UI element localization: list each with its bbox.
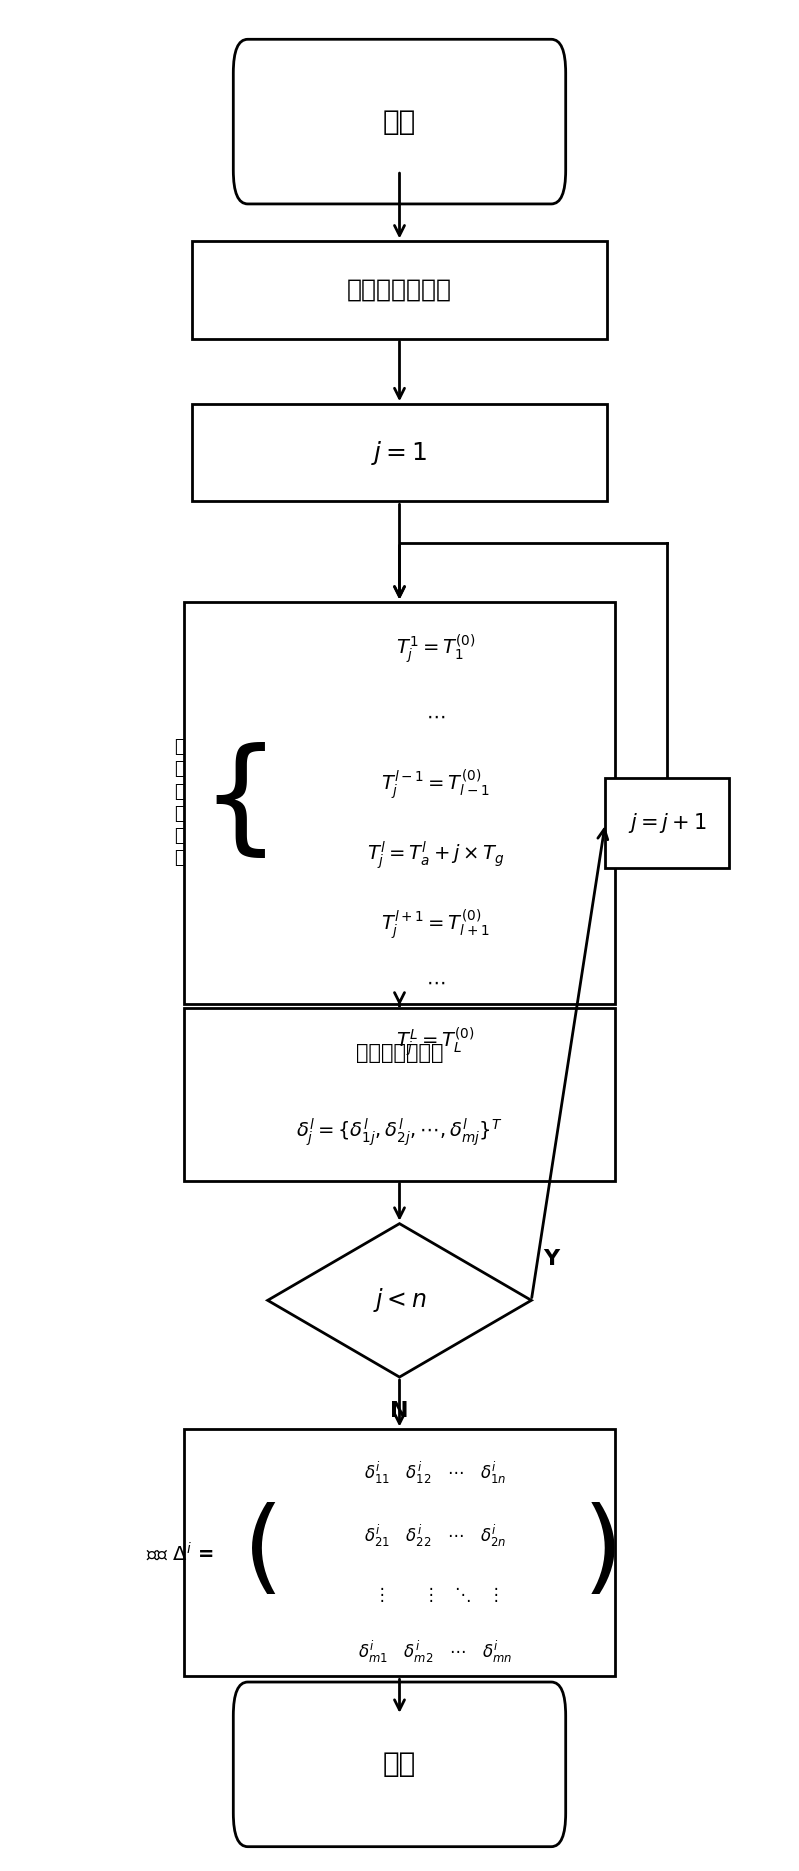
Text: 有限元计算得到: 有限元计算得到: [356, 1044, 443, 1063]
Text: N: N: [390, 1401, 409, 1420]
Text: (: (: [244, 1502, 284, 1603]
Text: 施
加
温
度
荷
载: 施 加 温 度 荷 载: [174, 739, 185, 866]
Text: $\delta_{21}^i \quad \delta_{22}^i \quad \cdots \quad \delta_{2n}^i$: $\delta_{21}^i \quad \delta_{22}^i \quad…: [364, 1523, 507, 1549]
Bar: [192, 404, 607, 501]
Bar: [184, 1429, 615, 1676]
Text: $T_j^l = T_a^l + j \times T_g$: $T_j^l = T_a^l + j \times T_g$: [367, 838, 504, 872]
Polygon shape: [268, 1224, 531, 1377]
Bar: [192, 241, 607, 339]
Text: $T_j^{l-1} = T_{l-1}^{(0)}$: $T_j^{l-1} = T_{l-1}^{(0)}$: [381, 767, 490, 801]
FancyBboxPatch shape: [233, 1682, 566, 1847]
Text: 结束: 结束: [383, 1751, 416, 1777]
FancyBboxPatch shape: [233, 39, 566, 204]
Text: $\delta_{m1}^i \quad \delta_{m2}^i \quad \cdots \quad \delta_{mn}^i$: $\delta_{m1}^i \quad \delta_{m2}^i \quad…: [359, 1639, 512, 1665]
Text: $T_j^L = T_L^{(0)}$: $T_j^L = T_L^{(0)}$: [396, 1025, 475, 1059]
Text: Y: Y: [543, 1250, 559, 1269]
Text: $T_j^{l+1} = T_{l+1}^{(0)}$: $T_j^{l+1} = T_{l+1}^{(0)}$: [381, 907, 490, 941]
Text: 开始: 开始: [383, 109, 416, 135]
Text: $\delta_j^l = \{\delta_{1j}^l, \delta_{2j}^l, \cdots, \delta_{mj}^l\}^T$: $\delta_j^l = \{\delta_{1j}^l, \delta_{2…: [296, 1115, 503, 1149]
Bar: [606, 778, 729, 868]
Text: 读入有限元模型: 读入有限元模型: [347, 279, 452, 301]
Bar: [184, 1008, 615, 1181]
Text: $\vdots \qquad \vdots \quad \ddots \quad \vdots$: $\vdots \qquad \vdots \quad \ddots \quad…: [372, 1585, 499, 1603]
Text: $j < n$: $j < n$: [372, 1287, 427, 1313]
Text: $j = j+1$: $j = j+1$: [628, 812, 706, 834]
Text: $T_j^1 = T_1^{(0)}$: $T_j^1 = T_1^{(0)}$: [396, 632, 475, 666]
Text: {: {: [200, 743, 280, 863]
Text: ): ): [583, 1502, 623, 1603]
Text: $j = 1$: $j = 1$: [372, 440, 427, 466]
Text: $\cdots$: $\cdots$: [426, 973, 445, 992]
Text: $\delta_{11}^i \quad \delta_{12}^i \quad \cdots \quad \delta_{1n}^i$: $\delta_{11}^i \quad \delta_{12}^i \quad…: [364, 1459, 507, 1486]
Text: $\cdots$: $\cdots$: [426, 707, 445, 726]
Text: 输出 $\Delta^i$ =: 输出 $\Delta^i$ =: [146, 1542, 213, 1564]
Bar: [184, 602, 615, 1005]
